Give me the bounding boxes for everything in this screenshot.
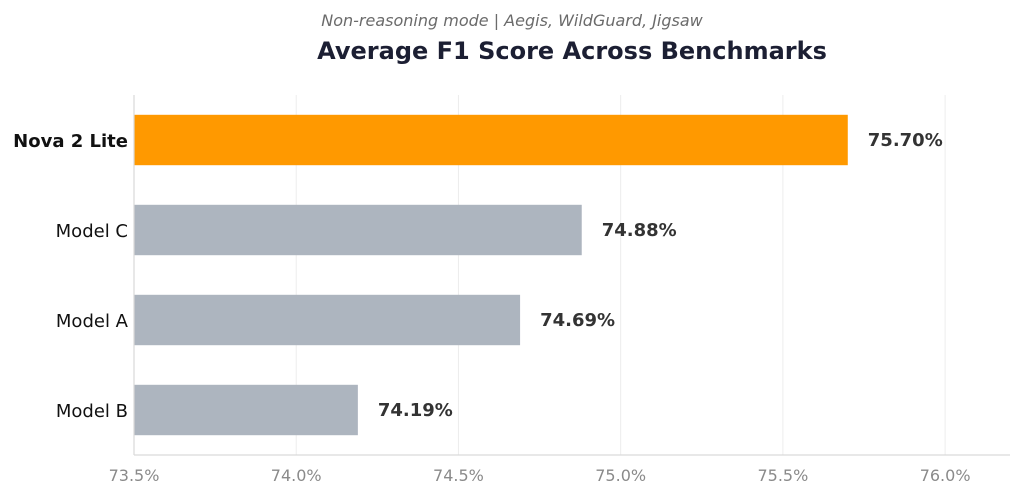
y-tick-label-model-b: Model B (56, 401, 128, 422)
x-tick-label: 74.5% (433, 466, 484, 485)
x-tick-label: 73.5% (109, 466, 160, 485)
y-tick-label-model-a: Model A (56, 311, 129, 332)
bar-model-a (134, 294, 521, 346)
y-tick-label-model-c: Model C (56, 221, 128, 242)
x-tick-label: 74.0% (271, 466, 322, 485)
value-label-model-b: 74.19% (378, 400, 453, 421)
bar-nova-2-lite (134, 114, 848, 166)
x-tick-label: 75.0% (595, 466, 646, 485)
labels: 73.5% 74.0% 74.5% 75.0% 75.5% 76.0% Nova 2 Lit… (13, 130, 970, 485)
y-tick-label-nova-2-lite: Nova 2 Lite (13, 131, 128, 152)
x-tick-label: 75.5% (757, 466, 808, 485)
value-label-model-a: 74.69% (540, 310, 615, 331)
bar-model-c (134, 204, 582, 256)
bars (134, 114, 848, 436)
x-tick-label: 76.0% (920, 466, 971, 485)
chart-subtitle: Non-reasoning mode | Aegis, WildGuard, J… (321, 11, 703, 30)
value-label-model-c: 74.88% (602, 220, 677, 241)
value-label-nova-2-lite: 75.70% (868, 130, 943, 151)
bar-model-b (134, 384, 358, 436)
chart-title: Average F1 Score Across Benchmarks (317, 37, 827, 65)
